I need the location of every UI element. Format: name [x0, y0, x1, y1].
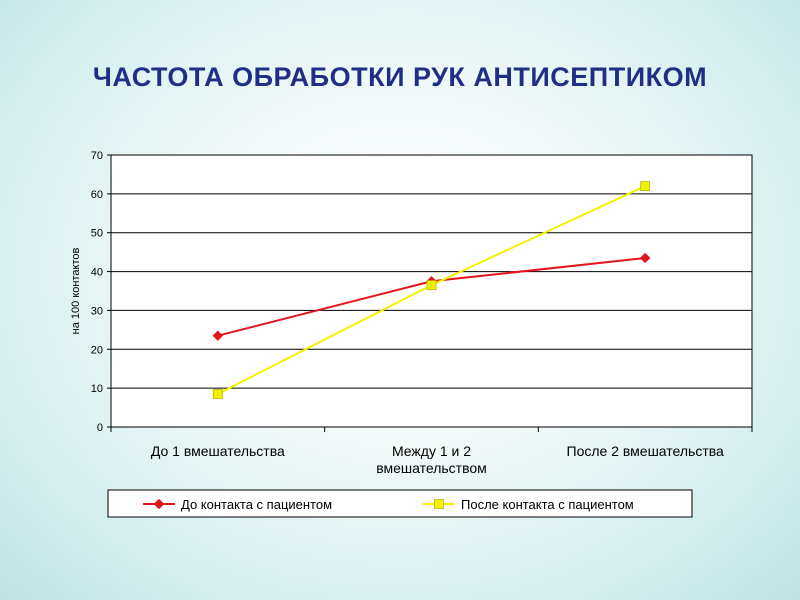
y-tick-label: 30	[91, 305, 103, 317]
legend-box	[107, 489, 693, 518]
x-category-label: До 1 вмешательства	[151, 443, 285, 459]
legend-marker	[434, 499, 444, 509]
legend-label: До контакта с пациентом	[181, 497, 332, 512]
x-category-label: вмешательством	[376, 460, 487, 476]
y-tick-label: 10	[91, 383, 103, 395]
y-axis-ticks: 0 10 20 30 40 50 60 70	[91, 150, 111, 434]
plot-border	[110, 154, 753, 428]
series-group	[212, 181, 651, 399]
x-axis: До 1 вмешательства Между 1 и 2вмешательст…	[110, 154, 753, 476]
y-tick-label: 60	[91, 189, 103, 201]
data-point	[639, 252, 651, 264]
y-axis-title: на 100 контактов	[70, 248, 82, 335]
data-point	[426, 280, 437, 291]
legend: До контакта с пациентом После контакта с …	[107, 489, 693, 518]
data-point	[212, 330, 224, 341]
plot-area	[111, 155, 752, 427]
data-point	[640, 181, 651, 191]
series-2	[212, 181, 651, 399]
y-tick-label: 20	[91, 344, 103, 356]
x-category-label: Между 1 и 2	[392, 443, 471, 459]
y-tick-label: 50	[91, 228, 103, 240]
slide-title: ЧАСТОТА ОБРАБОТКИ РУК АНТИСЕПТИКОМ	[92, 62, 708, 92]
y-tick-label: 70	[91, 150, 103, 162]
y-tick-label: 40	[91, 267, 103, 279]
legend-marker	[153, 498, 165, 510]
data-point	[212, 389, 223, 399]
legend-label: После контакта с пациентом	[461, 497, 634, 512]
y-tick-label: 0	[97, 422, 103, 434]
x-category-label: После 2 вмешательства	[567, 443, 725, 459]
